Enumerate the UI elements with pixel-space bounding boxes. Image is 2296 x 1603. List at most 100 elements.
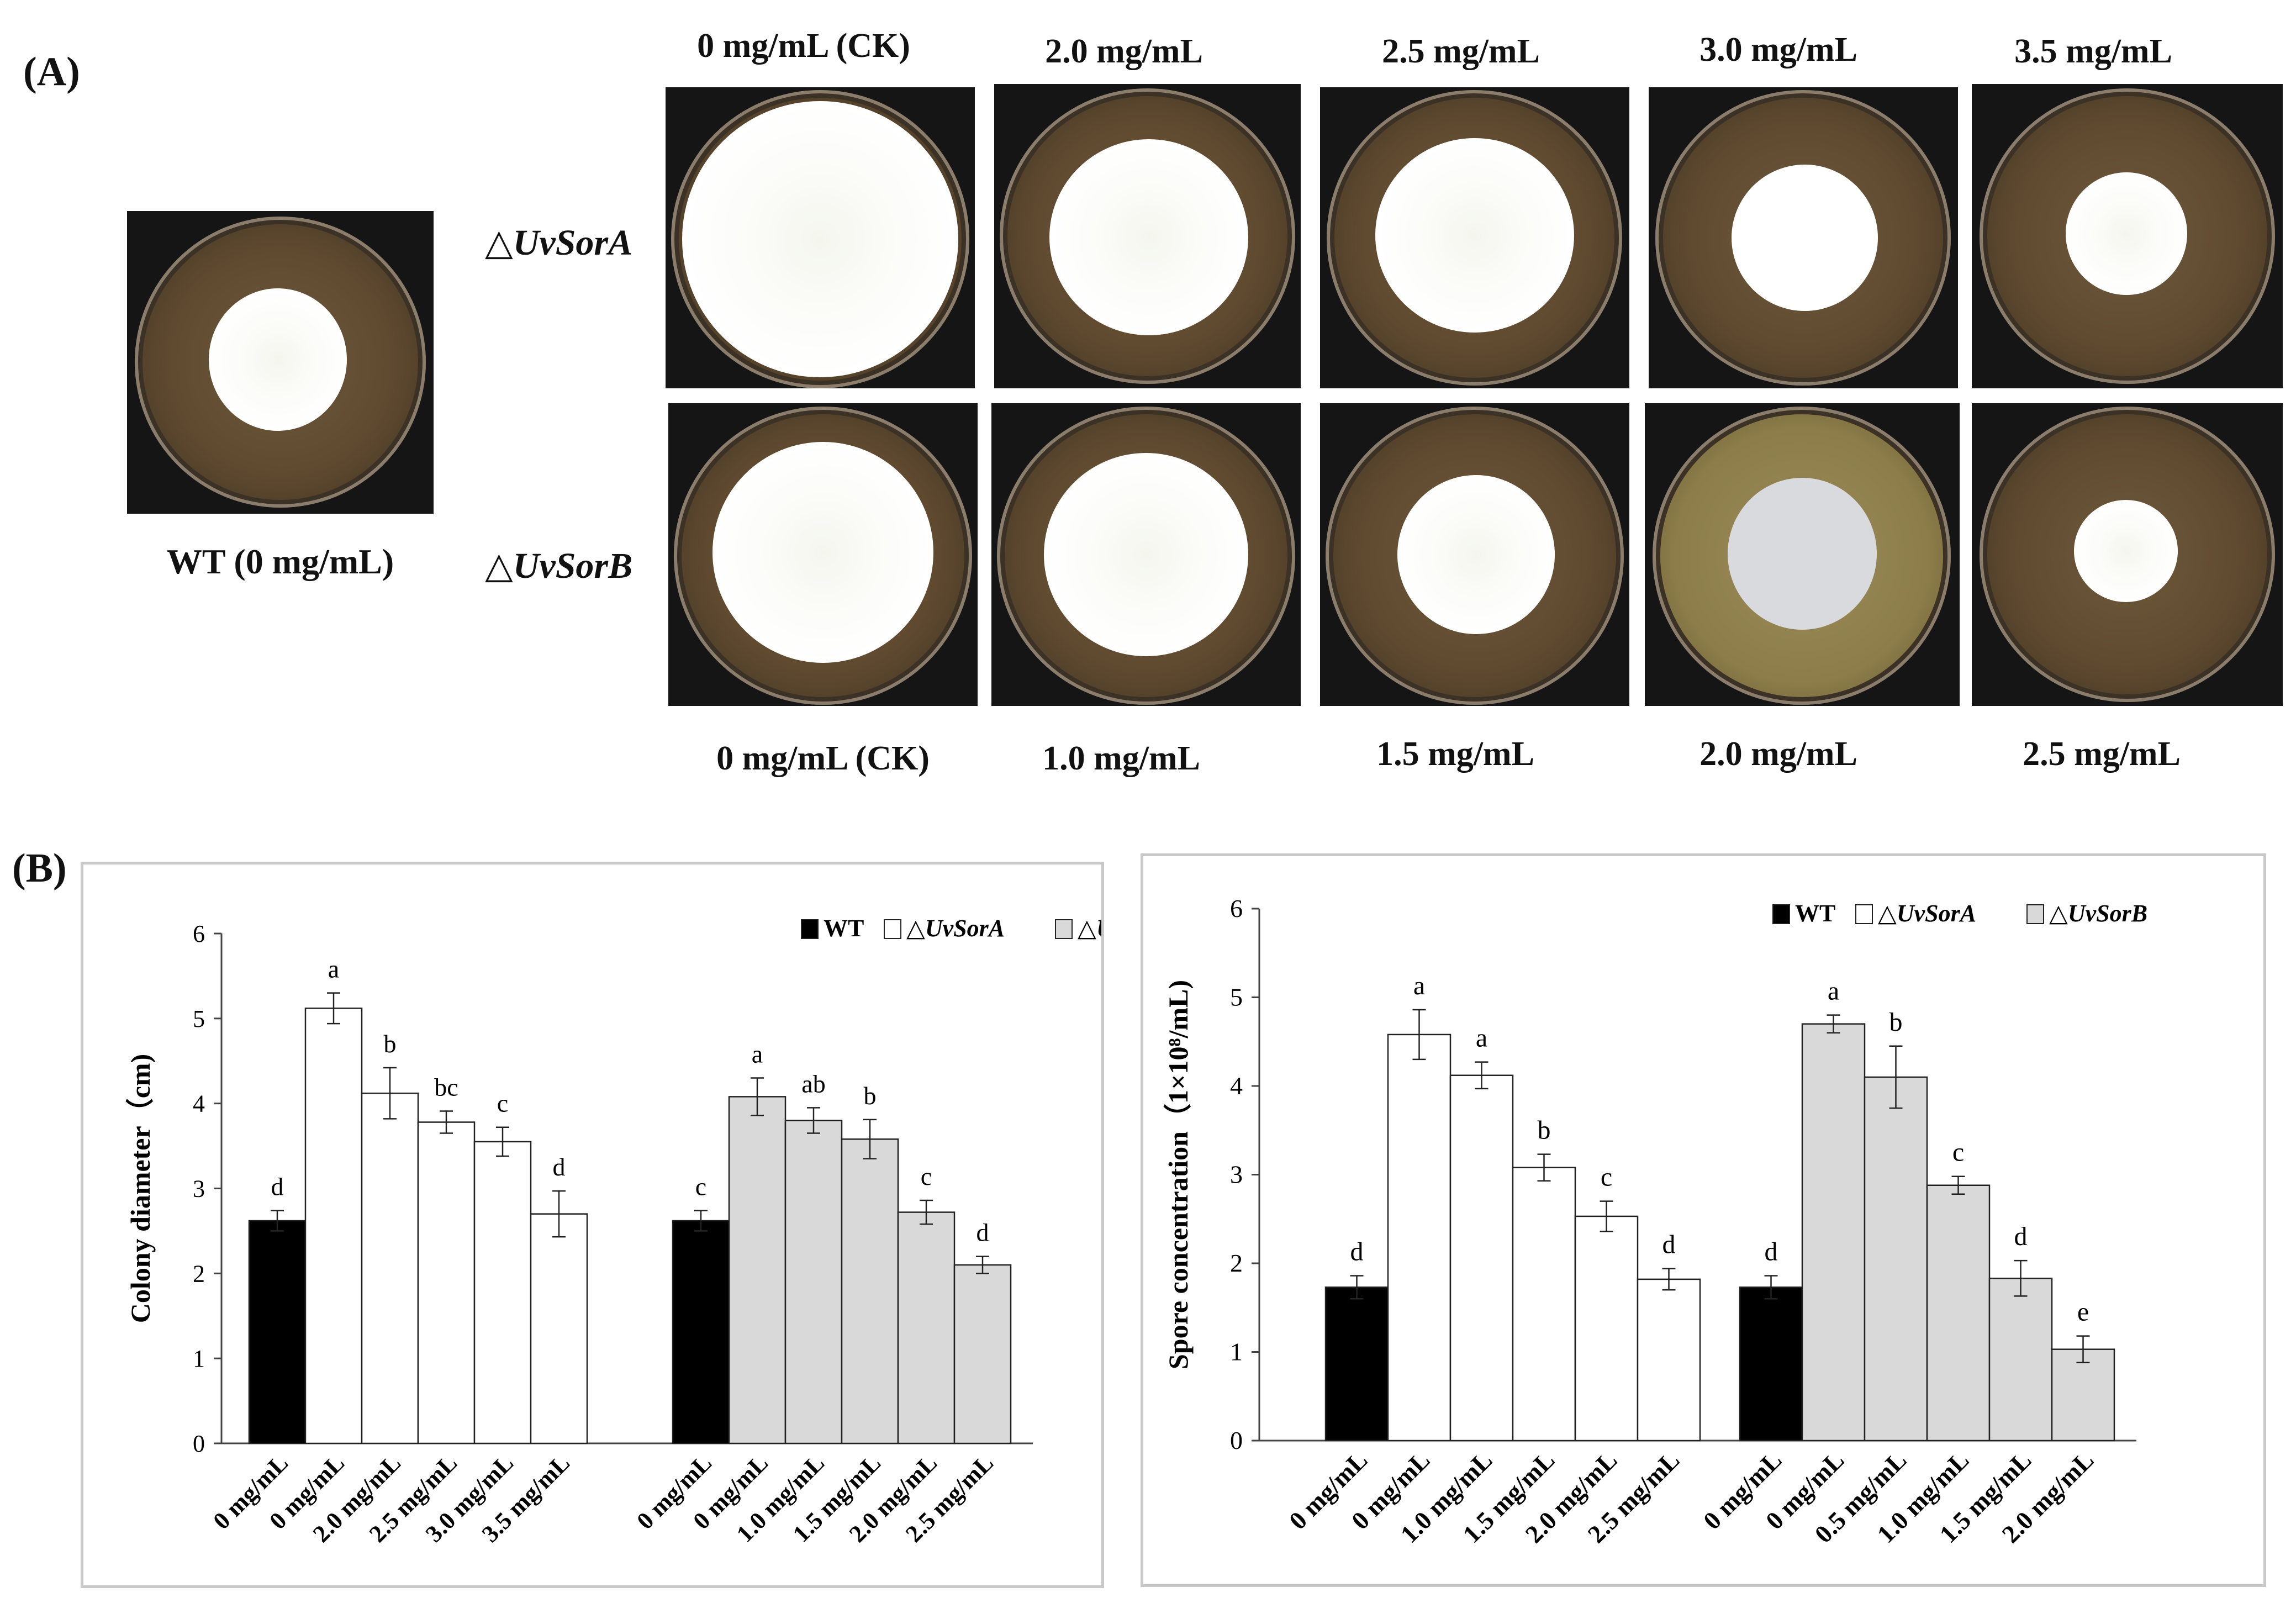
top-conc-label-4: 3.0 mg/mL [1699,31,1857,68]
bottom-conc-label-2: 1.0 mg/mL [1042,740,1200,777]
strain-label-sora: △UvSorA [485,221,632,264]
y-tick-label: 0 [193,1430,205,1457]
spore-concentration-chart-frame: 0 1 2 3 4 5 6 Spore concentration（1×10⁸/mL) d 0 m… [1141,853,2266,1587]
wt-label: WT (0 mg/mL) [166,542,394,581]
legend-label: △UvSorA [1878,900,1976,927]
y-tick-label: 4 [1230,1072,1243,1100]
bottom-conc-label-3: 1.5 mg/mL [1376,735,1534,773]
bar [473,1141,532,1444]
legend-label: △UvSorB [2049,900,2147,927]
sorb-plate-5 [1972,403,2283,706]
significance-letter: b [1538,1116,1551,1145]
y-axis-label: Spore concentration（1×10⁸/mL) [1163,980,1194,1369]
legend-swatch [2026,904,2044,924]
bar [530,1213,588,1444]
significance-letter: e [2077,1298,2089,1327]
significance-letter: b [1889,1008,1903,1037]
strain-label-sorb: △UvSorB [485,544,632,587]
y-axis-label: Colony diameter（cm) [125,1054,156,1323]
bar [248,1220,307,1444]
y-tick-label: 3 [1230,1161,1243,1189]
significance-letter: ab [801,1069,825,1098]
panel-b-label: (B) [12,846,67,891]
bar [897,1211,956,1444]
significance-letter: d [977,1219,989,1247]
bar [1801,1023,1866,1442]
bar [304,1008,363,1444]
y-tick-label: 5 [1230,983,1243,1011]
top-conc-label-2: 2.0 mg/mL [1045,33,1203,70]
top-conc-label-3: 2.5 mg/mL [1382,33,1540,70]
strain-name-sorb: UvSorB [513,546,633,586]
sorb-plate-1 [668,403,978,706]
wt-plate-photo [127,211,434,514]
significance-letter: c [921,1162,932,1190]
triangle-icon: △ [485,546,513,586]
significance-letter: c [1601,1163,1612,1192]
legend-swatch [1055,919,1073,939]
bar [1864,1076,1928,1442]
bar [728,1096,787,1444]
bar [1637,1278,1701,1442]
legend-label: △UvSorA [906,915,1005,942]
significance-letter: c [1952,1138,1964,1167]
triangle-icon: △ [485,223,513,263]
significance-letter: d [1662,1230,1676,1259]
significance-letter: d [2014,1222,2028,1251]
sora-plate-2 [994,84,1301,388]
sora-plate-5 [1972,84,2283,388]
bar [841,1138,899,1444]
bar [1574,1215,1639,1442]
sorb-plate-2 [991,403,1301,706]
legend-swatch [1855,904,1873,924]
significance-letter: d [1765,1237,1778,1266]
significance-letter: d [271,1172,284,1200]
bar [953,1264,1012,1444]
legend-label: WT [824,915,864,942]
sora-plate-1 [666,87,975,388]
y-tick-label: 1 [1230,1338,1243,1366]
bar [1512,1167,1576,1442]
sora-plate-4 [1649,87,1958,388]
bottom-conc-label-1: 0 mg/mL (CK) [716,740,930,777]
significance-letter: d [1350,1237,1364,1266]
bar [1324,1286,1389,1442]
significance-letter: d [553,1153,566,1181]
y-tick-label: 4 [193,1090,205,1117]
sorb-plate-3 [1320,403,1629,706]
y-tick-label: 3 [193,1175,205,1203]
panel-a-label: (A) [23,49,80,94]
y-tick-label: 2 [1230,1249,1243,1277]
bar [784,1120,843,1444]
significance-letter: a [752,1040,763,1068]
bar [1988,1278,2053,1442]
bar [1926,1184,1991,1442]
significance-letter: c [497,1089,508,1117]
colony-diameter-chart-frame: 0 1 2 3 4 5 6 Colony diameter（cm) d 0 mg/mL a 0 mg/… [81,862,1176,1588]
bar [417,1121,476,1444]
top-conc-label-1: 0 mg/mL (CK) [697,27,910,65]
sora-plate-3 [1320,87,1629,388]
bottom-conc-label-5: 2.5 mg/mL [2023,735,2181,773]
bar [361,1092,419,1444]
bar [1739,1286,1803,1442]
bar [672,1220,730,1444]
legend-label: WT [1795,900,1835,927]
y-tick-label: 6 [193,920,205,947]
significance-letter: bc [434,1073,458,1101]
sorb-plate-4 [1645,403,1960,706]
significance-letter: b [384,1030,397,1058]
significance-letter: a [328,955,339,983]
significance-letter: b [864,1082,877,1110]
top-conc-label-5: 3.5 mg/mL [2014,33,2172,70]
y-tick-label: 6 [1230,894,1243,922]
legend-label: △UvSorB [1078,915,1101,942]
legend-swatch [801,919,819,939]
significance-letter: c [695,1172,706,1200]
legend-swatch [884,919,901,939]
y-tick-label: 0 [1230,1426,1243,1454]
y-tick-label: 1 [193,1345,205,1372]
bar [1387,1033,1452,1442]
